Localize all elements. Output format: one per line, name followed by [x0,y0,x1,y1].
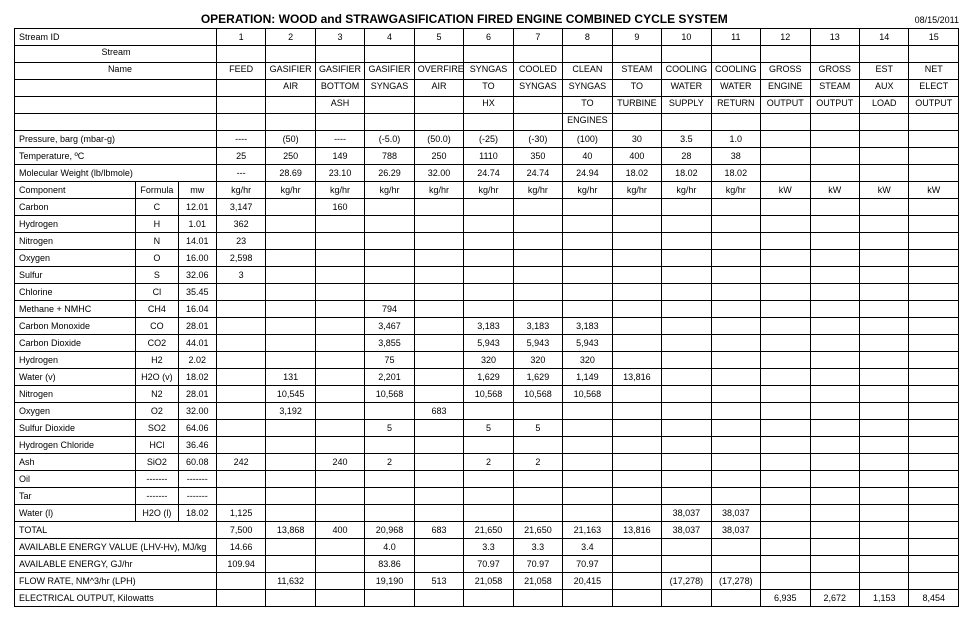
table-row: OxygenO232.003,192683 [15,403,959,420]
table-row: Carbon DioxideCO244.013,8555,9435,9435,9… [15,335,959,352]
table-row: NitrogenN14.0123 [15,233,959,250]
stream-table: Stream ID123456789101112131415StreamName… [14,28,959,607]
table-row: Temperature, ºC2525014978825011103504040… [15,148,959,165]
table-row: HydrogenH1.01362 [15,216,959,233]
table-row: OxygenO16.002,598 [15,250,959,267]
page-title: OPERATION: WOOD and STRAWGASIFICATION FI… [14,12,915,26]
table-row: Molecular Weight (lb/lbmole)---28.6923.1… [15,165,959,182]
table-row: CarbonC12.013,147160 [15,199,959,216]
table-row: TOTAL7,50013,86840020,96868321,65021,650… [15,522,959,539]
table-row: Water (v)H2O (v)18.021312,2011,6291,6291… [15,369,959,386]
table-row: HydrogenH22.0275320320320 [15,352,959,369]
table-row: AIRBOTTOMSYNGASAIRTOSYNGASSYNGASTOWATERW… [15,80,959,97]
table-row: Stream [15,46,959,63]
table-row: Carbon MonoxideCO28.013,4673,1833,1833,1… [15,318,959,335]
table-row: AVAILABLE ENERGY VALUE (LHV-Hv), MJ/kg14… [15,539,959,556]
table-row: Tar-------------- [15,488,959,505]
table-row: SulfurS32.063 [15,267,959,284]
table-row: AVAILABLE ENERGY, GJ/hr109.9483.8670.977… [15,556,959,573]
table-row: ChlorineCl35.45 [15,284,959,301]
table-row: Water (l)H2O (l)18.021,12538,03738,037 [15,505,959,522]
table-row: Methane + NMHCCH416.04794 [15,301,959,318]
table-row: NameFEEDGASIFIERGASIFIERGASIFIEROVERFIRE… [15,63,959,80]
table-row: NitrogenN228.0110,54510,56810,56810,5681… [15,386,959,403]
table-row: Sulfur DioxideSO264.06555 [15,420,959,437]
table-row: ASHHXTOTURBINESUPPLYRETURNOUTPUTOUTPUTLO… [15,97,959,114]
table-row: Pressure, barg (mbar-g)----(50)----(-5.0… [15,131,959,148]
table-row: Hydrogen ChlorideHCl36.46 [15,437,959,454]
table-row: Oil-------------- [15,471,959,488]
table-row: AshSiO260.08242240222 [15,454,959,471]
page-date: 08/15/2011 [915,15,959,25]
table-row: FLOW RATE, NM^3/hr (LPH)11,63219,1905132… [15,573,959,590]
table-row: ELECTRICAL OUTPUT, Kilowatts6,9352,6721,… [15,590,959,607]
table-row: ENGINES [15,114,959,131]
table-row: ComponentFormulamwkg/hrkg/hrkg/hrkg/hrkg… [15,182,959,199]
table-row: Stream ID123456789101112131415 [15,29,959,46]
